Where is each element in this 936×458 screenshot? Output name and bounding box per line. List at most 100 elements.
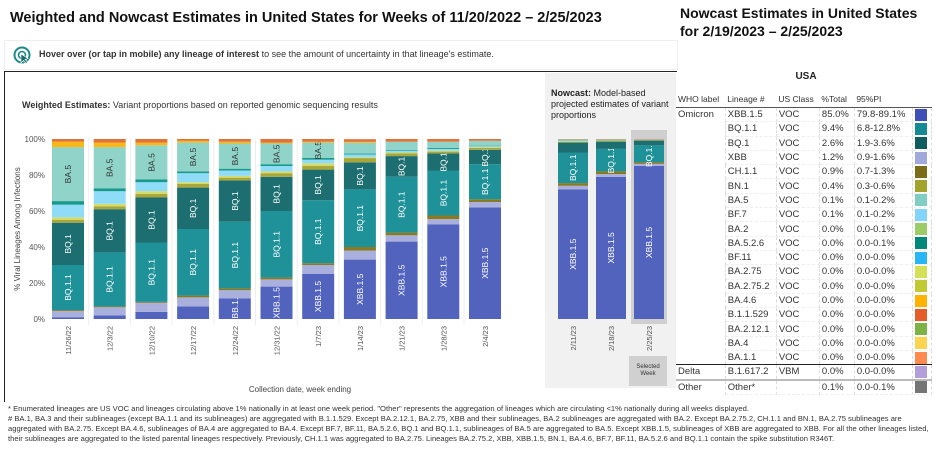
bar-segment-bf-7[interactable]	[302, 159, 335, 164]
bar-segment-bf-7[interactable]	[52, 204, 84, 218]
bar-segment-bq-1[interactable]	[52, 222, 84, 265]
bar-segment-xbb-1-5[interactable]	[385, 241, 418, 319]
table-row[interactable]: BA.1.1 VOC 0.0% 0.0-0.0%	[676, 350, 932, 366]
table-row[interactable]: BQ.1.1 VOC 9.4% 6.8-12.8%	[676, 121, 932, 137]
bar-segment-other[interactable]	[343, 139, 376, 142]
bar-segment-bf-7[interactable]	[218, 170, 251, 176]
bar-segment-xbb[interactable]	[93, 307, 126, 316]
bar-segment-ba-5-2-6[interactable]	[385, 149, 418, 151]
bar-segment-xbb-1-5[interactable]	[427, 224, 460, 320]
bar-segment-bq-1[interactable]	[596, 141, 626, 149]
bar-segment-bf-7[interactable]	[260, 166, 293, 172]
bar-segment-ba-2-75[interactable]	[135, 191, 168, 194]
bar-segment-ba-5[interactable]	[558, 139, 588, 141]
bar-segment-bq-1-1[interactable]	[427, 170, 460, 216]
bar-segment-ba-4-6[interactable]	[135, 142, 168, 146]
bar-segment-bq-1[interactable]	[634, 140, 664, 146]
bar-segment-bq-1-1[interactable]	[135, 242, 168, 302]
bar-segment-bn-1[interactable]	[469, 148, 501, 150]
bar-segment-other[interactable]	[52, 139, 84, 142]
bar-segment-xbb-1-5[interactable]	[558, 189, 588, 319]
bar-segment-ba-2-75[interactable]	[177, 182, 210, 184]
bar-segment-bq-1-1[interactable]	[343, 189, 376, 247]
bar-segment-bn-1[interactable]	[218, 177, 251, 181]
bar-segment-xbb[interactable]	[385, 235, 418, 242]
bar-segment-ch-1-1[interactable]	[634, 162, 664, 164]
bar-segment-bf-7[interactable]	[469, 146, 501, 148]
bar-segment-ba-4-6[interactable]	[93, 142, 126, 148]
bar-segment-bf-7[interactable]	[177, 173, 210, 183]
bar-segment-xbb[interactable]	[634, 163, 664, 166]
table-row[interactable]: B.1.1.529 VOC 0.0% 0.0-0.0%	[676, 307, 932, 323]
bar-segment-bn-1[interactable]	[427, 151, 460, 154]
bar-segment-xbb[interactable]	[260, 279, 293, 287]
table-row[interactable]: BA.2.75 VOC 0.0% 0.0-0.0%	[676, 264, 932, 280]
bar-segment-bq-1[interactable]	[93, 209, 126, 253]
bar-segment-ch-1-1[interactable]	[427, 215, 460, 220]
bar-segment-bf-7[interactable]	[343, 154, 376, 158]
bar-segment-bf-7[interactable]	[93, 191, 126, 204]
bar-segment-ba-2-75[interactable]	[385, 152, 418, 154]
bar-segment-ba-5-2-6[interactable]	[177, 171, 210, 174]
bar-segment-ba-5-2-6[interactable]	[343, 153, 376, 155]
bar-segment-bq-1[interactable]	[343, 162, 376, 190]
bar-segment-bn-1[interactable]	[558, 141, 588, 143]
table-row[interactable]: BA.2.75.2 VOC 0.0% 0.0-0.0%	[676, 279, 932, 294]
bar-segment-xbb[interactable]	[343, 250, 376, 260]
bar-segment-other[interactable]	[427, 139, 460, 142]
bar-segment-xbb[interactable]	[596, 174, 626, 177]
bar-segment-ba-5[interactable]	[218, 143, 251, 169]
bar-segment-ch-1-1[interactable]	[343, 247, 376, 251]
bar-segment-bq-1-1[interactable]	[260, 211, 293, 278]
bar-segment-ba-5[interactable]	[260, 143, 293, 165]
bar-segment-ch-1-1[interactable]	[302, 263, 335, 265]
bar-segment-bq-1-1[interactable]	[218, 221, 251, 289]
bar-segment-xbb-1-5[interactable]	[135, 311, 168, 319]
bar-segment-bn-1[interactable]	[596, 140, 626, 142]
bar-segment-bq-1-1[interactable]	[302, 200, 335, 264]
bar-segment-bf-7[interactable]	[427, 148, 460, 151]
bar-segment-ba-2-75[interactable]	[260, 171, 293, 174]
bar-segment-other[interactable]	[218, 139, 251, 142]
table-row[interactable]: BF.11 VOC 0.0% 0.0-0.0%	[676, 250, 932, 266]
bar-segment-ba-4-6[interactable]	[343, 141, 376, 143]
bar-segment-bq-1[interactable]	[135, 197, 168, 243]
bar-segment-xbb[interactable]	[135, 302, 168, 312]
bar-segment-ba-5[interactable]	[135, 145, 168, 180]
bar-segment-ch-1-1[interactable]	[135, 301, 168, 303]
bar-segment-xbb-1-5[interactable]	[469, 207, 501, 319]
bar-segment-xbb[interactable]	[427, 219, 460, 225]
bar-segment-xbb-1-5[interactable]	[52, 317, 84, 319]
bar-segment-bq-1-1[interactable]	[596, 148, 626, 172]
bar-segment-ba-4-6[interactable]	[218, 141, 251, 144]
bar-segment-ba-5[interactable]	[343, 142, 376, 154]
bar-segment-ch-1-1[interactable]	[596, 171, 626, 175]
bar-segment-ba-5-2-6[interactable]	[302, 157, 335, 160]
table-row[interactable]: BA.4.6 VOC 0.0% 0.0-0.0%	[676, 293, 932, 309]
bar-segment-ba-5-2-6[interactable]	[260, 164, 293, 166]
bar-segment-bn-1[interactable]	[385, 153, 418, 157]
bar-segment-ba-5-2-6[interactable]	[52, 201, 84, 205]
bar-segment-bf-7[interactable]	[135, 182, 168, 192]
bar-segment-bn-1[interactable]	[52, 220, 84, 223]
bar-segment-bf-7[interactable]	[558, 140, 588, 142]
bar-segment-bq-1-1[interactable]	[558, 152, 588, 184]
bar-segment-ba-5[interactable]	[93, 147, 126, 189]
bar-segment-ba-4-6[interactable]	[302, 141, 335, 143]
bar-segment-bq-1[interactable]	[558, 142, 588, 153]
bar-segment-other[interactable]	[260, 139, 293, 143]
bar-segment-bn-1[interactable]	[177, 184, 210, 188]
bar-segment-bq-1[interactable]	[260, 176, 293, 211]
bar-segment-xbb[interactable]	[302, 265, 335, 274]
bar-segment-ba-4-6[interactable]	[52, 141, 84, 148]
bar-segment-ba-5-2-6[interactable]	[93, 188, 126, 192]
bar-segment-ch-1-1[interactable]	[558, 183, 588, 186]
bar-segment-ba-2-75[interactable]	[218, 175, 251, 178]
bar-segment-bq-1[interactable]	[427, 153, 460, 171]
bar-segment-ch-1-1[interactable]	[469, 199, 501, 202]
bar-segment-xbb[interactable]	[558, 185, 588, 190]
bar-segment-ba-5-2-6[interactable]	[135, 179, 168, 183]
table-row[interactable]: Omicron XBB.1.5 VOC 85.0% 79.8-89.1%	[676, 107, 932, 123]
bar-segment-bq-1[interactable]	[218, 180, 251, 222]
bar-segment-bn-1[interactable]	[135, 193, 168, 198]
